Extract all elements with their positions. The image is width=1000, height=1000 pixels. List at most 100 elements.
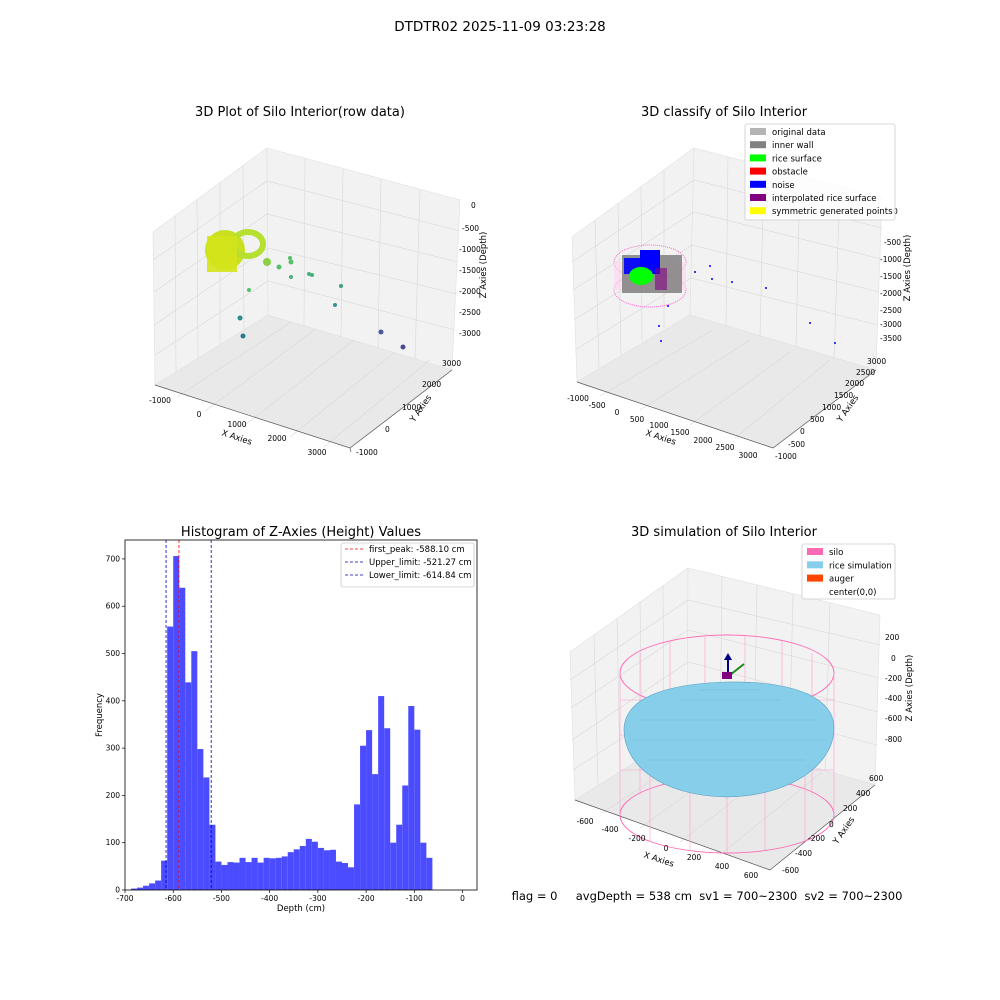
histogram-bar [215,861,222,890]
histogram-bar [426,857,433,890]
classified-ytick: 500 [810,415,825,424]
histogram-bar [287,852,294,890]
simulation-ztick: -800 [885,735,902,744]
raw-point [289,275,293,279]
histogram-ytick-label: 200 [106,791,121,800]
classified-ztick: -3000 [880,320,902,329]
classified-noise-point [834,342,836,344]
histogram-xtick-label: -300 [309,894,326,903]
histogram-bar [275,857,282,890]
histogram-bars [131,556,433,890]
simulation-ytick: 0 [829,820,834,829]
simulation-legend-swatch [807,561,823,569]
histogram-ytick-label: 500 [106,649,121,658]
histogram-ylabel: Frequency [95,693,105,737]
classified-ticks: -1000 -500 0 500 1000 1500 2000 2500 300… [567,207,902,461]
simulation-auger [722,653,745,679]
classified-noise-point [809,322,811,324]
histogram-xtick-label: -100 [406,894,423,903]
panel-simulation: 3D simulation of Silo Interior -600 -400 [512,525,915,903]
raw-ticks: -1000 0 1000 2000 3000 -1000 0 1000 2000… [149,201,481,457]
classified-legend-label: noise [772,181,795,191]
simulation-legend-label: auger [829,575,854,585]
classified-legend-label: original data [772,128,826,138]
classified-rice-surface [629,267,653,285]
histogram-bar [408,706,415,890]
histogram-bar [131,888,138,890]
classified-xtick: 1000 [649,421,668,430]
panel-histogram: Histogram of Z-Axies (Height) Values -70… [95,525,478,914]
histogram-xtick-label: -700 [116,894,133,903]
histogram-bar [137,887,144,890]
histogram-bar [143,885,150,890]
auger-arm [729,663,745,676]
histogram-bar [245,862,252,890]
classified-ytick: 3000 [867,357,886,366]
histogram-bar [161,860,168,890]
histogram-bar [191,651,198,890]
raw-ytick: 1000 [402,403,421,412]
classified-noise-point [658,325,660,327]
histogram-xtick-label: -500 [213,894,230,903]
histogram-legend-label: first_peak: -588.10 cm [369,545,465,555]
histogram-bar [251,857,258,890]
histogram-bar [155,880,162,890]
classified-xtick: -1000 [567,394,589,403]
histogram-bar [149,883,156,890]
histogram-yticks: 0 100 200 300 400 500 600 700 [106,554,125,895]
simulation-ytick: -400 [795,849,812,858]
classified-xtick: 2000 [693,436,712,445]
histogram-bar [335,861,342,890]
histogram-bar [233,862,240,890]
simulation-xtick: 200 [687,853,702,862]
raw-xtick: 2000 [267,434,286,443]
raw-zlabel: Z Axies (Depth) [479,232,489,299]
simulation-ztick: -400 [885,694,902,703]
histogram-bar [372,774,379,890]
histogram-bar [269,858,276,890]
histogram-bar [209,824,216,890]
classified-legend-swatch [750,167,766,175]
simulation-ytick: 600 [869,774,884,783]
classified-ztick: -2500 [880,306,902,315]
histogram-ytick-label: 100 [106,838,121,847]
simulation-ytick: -200 [808,834,825,843]
simulation-ticks: -600 -400 -200 0 200 400 600 -600 -400 -… [576,633,902,880]
classified-legend-swatch [750,180,766,188]
classified-points [613,244,836,344]
auger-head [722,672,732,679]
classified-legend-swatch [750,154,766,162]
classified-legend-box [744,123,896,221]
classified-xtick: 2500 [715,443,734,452]
rice-surface [623,681,835,798]
classified-legend-swatch [750,141,766,149]
histogram-bar [402,785,409,890]
histogram-legend-label: Lower_limit: -614.84 cm [369,571,471,581]
classified-ztick: -500 [884,238,901,247]
classified-noise-point [694,271,696,273]
classified-ytick: 1000 [822,403,841,412]
raw-ytick: 3000 [442,359,461,368]
classified-legend-swatch [750,194,766,201]
classified-noise-point [709,265,711,267]
simulation-legend-box [801,543,896,600]
raw-points [205,229,406,350]
raw-ytick: 2000 [422,380,441,389]
histogram-ytick-label: 0 [115,886,120,895]
simulation-xlabel: X Axies [642,850,675,869]
histogram-bar [257,862,264,890]
raw-point [288,256,292,260]
simulation-legend-swatch [807,587,823,595]
simulation-ylabel: Y Axies [831,815,858,847]
raw-point [333,303,337,307]
histogram-ytick-label: 600 [106,602,121,611]
classified-xtick: -500 [588,401,605,410]
simulation-ztick: 200 [885,633,900,642]
histogram-xtick-label: -200 [358,894,375,903]
histogram-bar [179,587,186,890]
histogram-bar [390,842,397,890]
histogram-bar [185,682,192,890]
raw-point [288,259,294,265]
histogram-bar [305,838,312,890]
histogram-xticks: -700 -600 -500 -400 -300 -200 -100 0 [116,890,465,903]
